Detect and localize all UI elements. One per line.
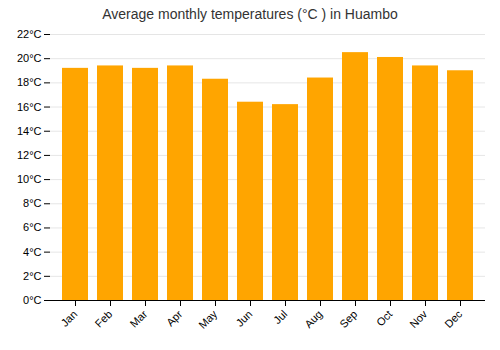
html-text:Average monthly temperatures (: Average monthly temperatures (°C ) in Hu… xyxy=(102,6,398,22)
svg-text:4°C: 4°C xyxy=(23,246,42,258)
svg-text:Sep: Sep xyxy=(337,308,359,330)
svg-text:Dec: Dec xyxy=(442,307,465,330)
svg-text:Feb: Feb xyxy=(93,308,115,330)
svg-text:14°C: 14°C xyxy=(17,125,42,137)
svg-text:May: May xyxy=(196,307,220,331)
svg-text:22°C: 22°C xyxy=(17,28,42,40)
svg-text:20°C: 20°C xyxy=(17,52,42,64)
svg-text:Mar: Mar xyxy=(128,308,150,330)
svg-text:16°C: 16°C xyxy=(17,101,42,113)
svg-text:Jun: Jun xyxy=(233,308,254,329)
svg-text:10°C: 10°C xyxy=(17,173,42,185)
svg-text:8°C: 8°C xyxy=(23,197,42,209)
svg-text:Apr: Apr xyxy=(164,308,185,329)
svg-text:Jan: Jan xyxy=(58,308,79,329)
svg-text:Nov: Nov xyxy=(407,307,430,330)
svg-text:Jul: Jul xyxy=(271,308,289,326)
svg-text:6°C: 6°C xyxy=(23,221,42,233)
svg-text:Aug: Aug xyxy=(302,308,324,330)
svg-text:12°C: 12°C xyxy=(17,149,42,161)
svg-text:2°C: 2°C xyxy=(23,270,42,282)
svg-text:0°C: 0°C xyxy=(23,294,42,306)
svg-text:18°C: 18°C xyxy=(17,76,42,88)
svg-text:Oct: Oct xyxy=(374,308,395,329)
